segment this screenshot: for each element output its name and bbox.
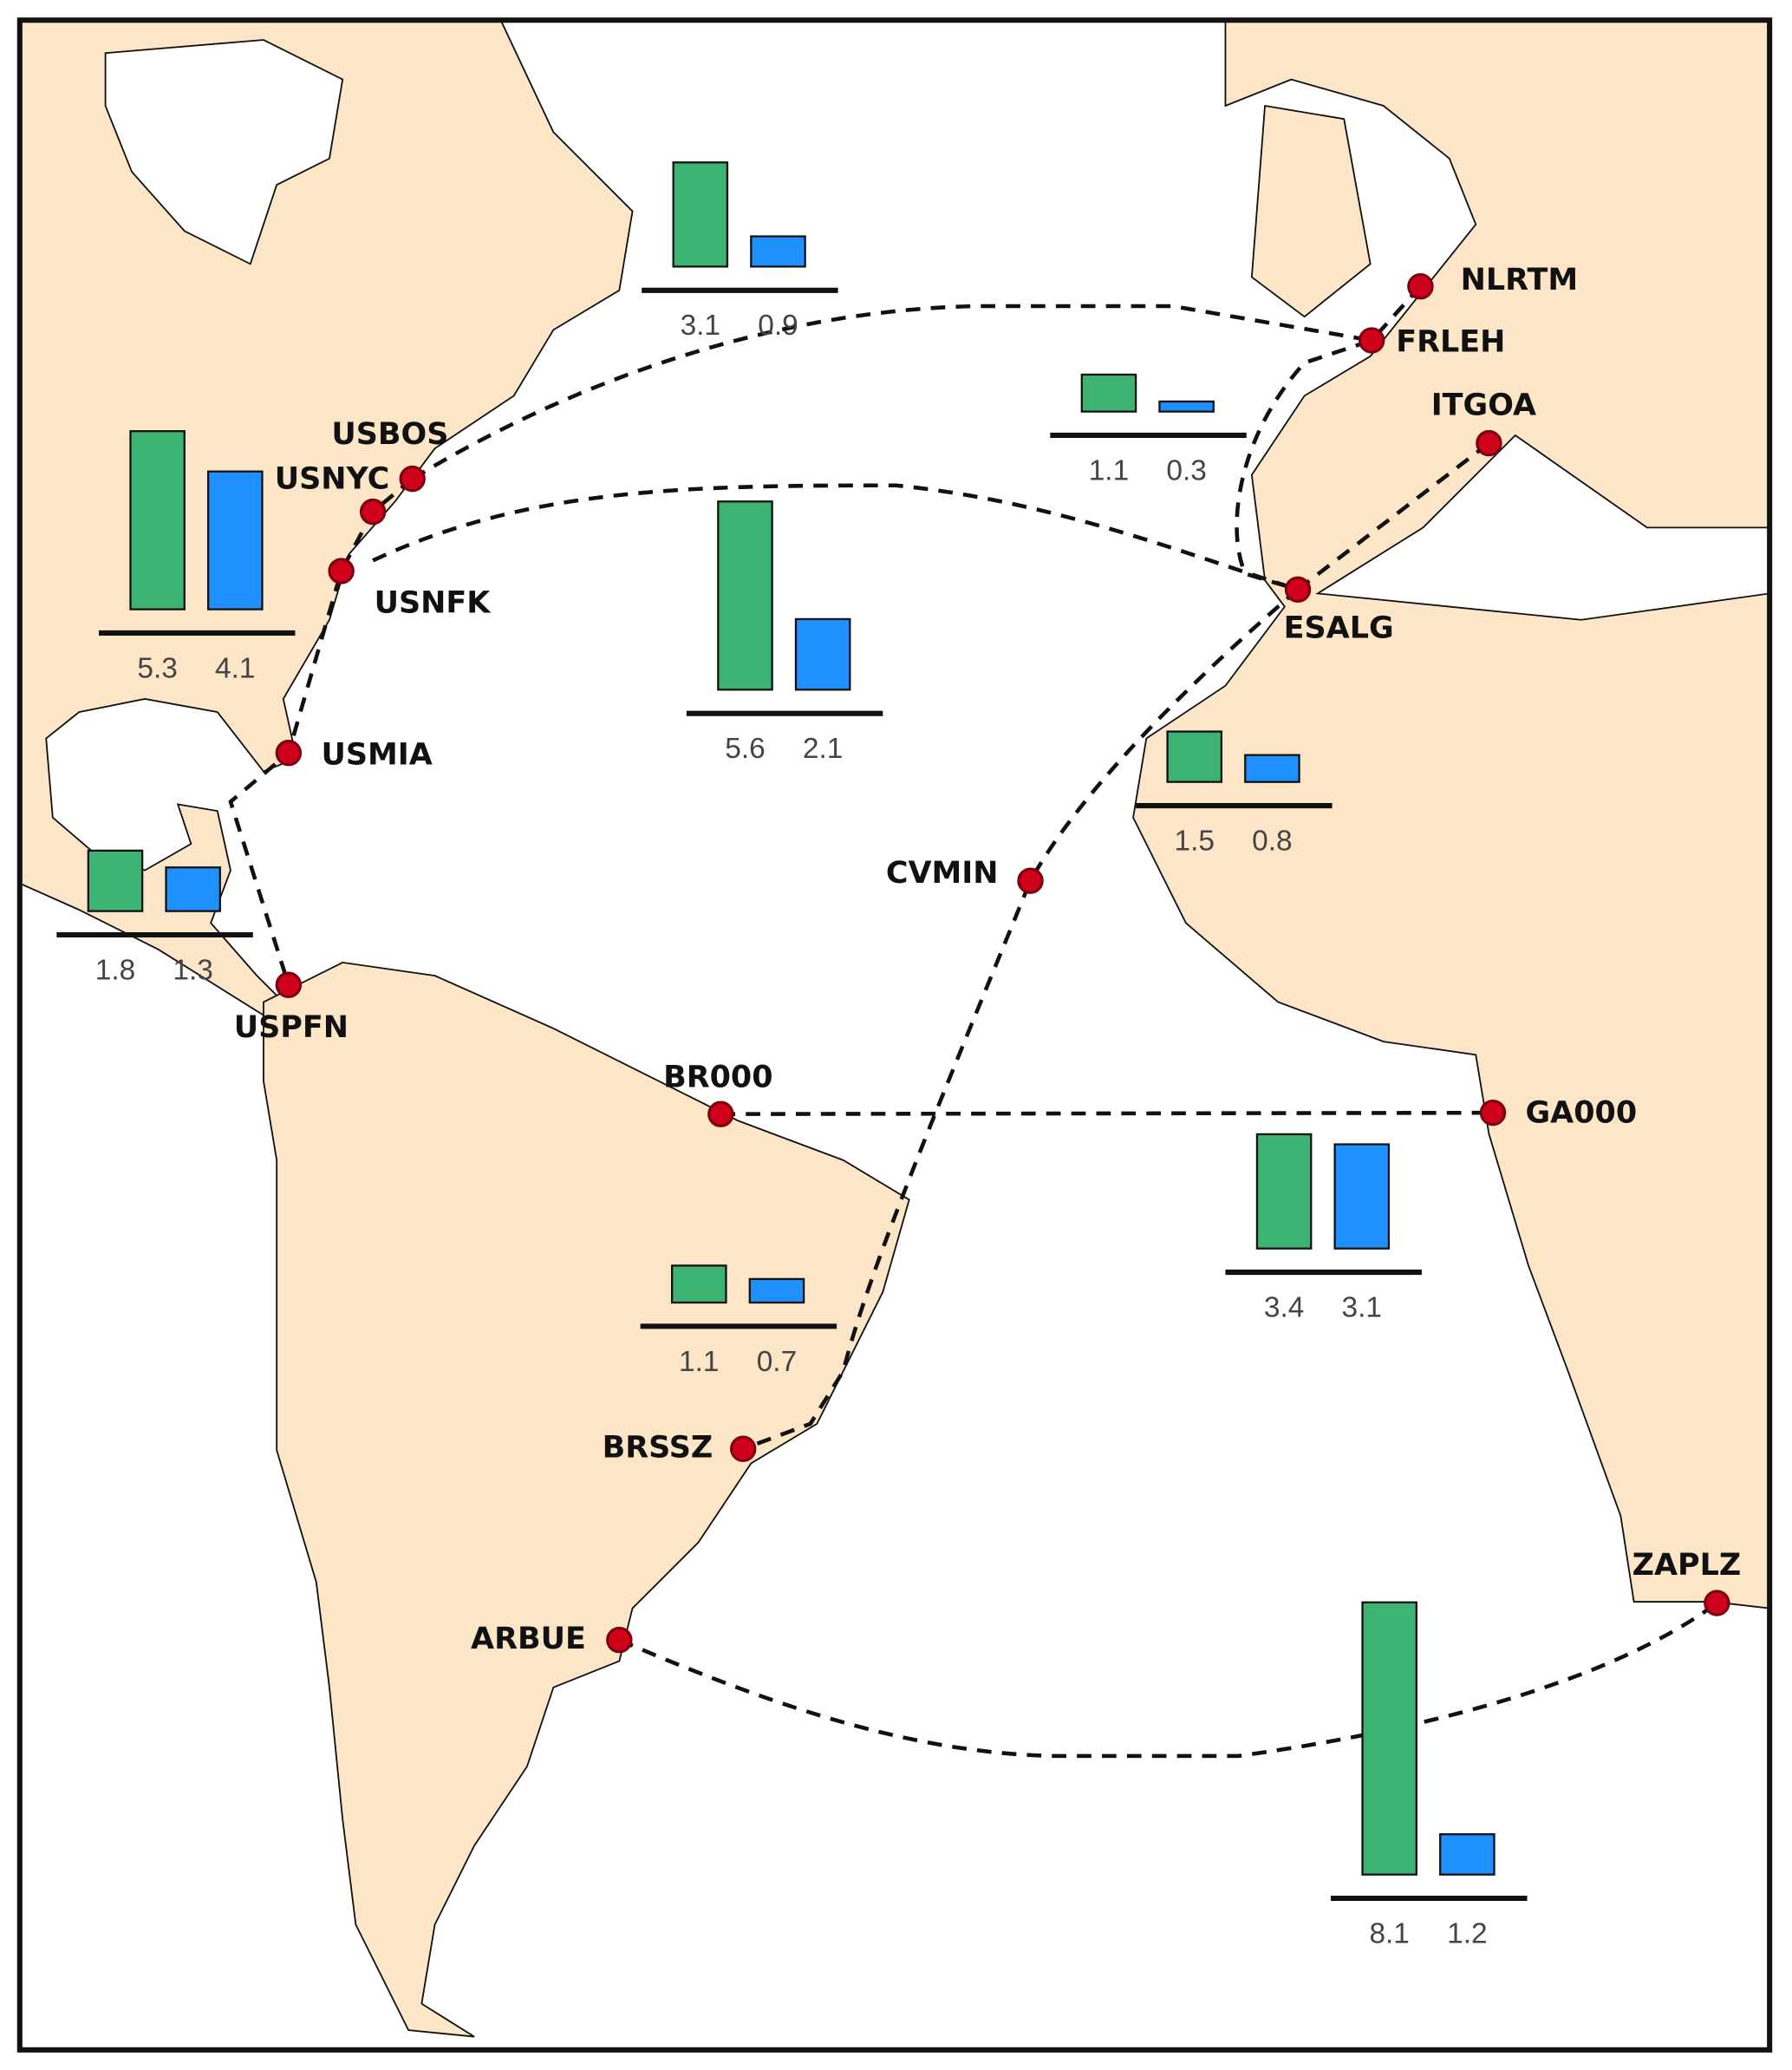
port-marker — [1358, 327, 1385, 354]
value-label: 0.3 — [1166, 454, 1206, 486]
bar — [1255, 1133, 1313, 1250]
land — [18, 19, 1771, 2038]
bar — [1439, 1832, 1496, 1876]
value-label: 1.1 — [1089, 454, 1129, 486]
value-label: 3.1 — [681, 310, 720, 342]
bar — [1166, 730, 1223, 783]
south-america — [263, 961, 910, 2038]
port-label: USMIA — [322, 737, 433, 772]
value-label: 4.1 — [215, 652, 255, 684]
port-label: ITGOA — [1431, 389, 1536, 423]
port-label: BR000 — [663, 1061, 772, 1095]
value-label: 1.8 — [95, 954, 135, 986]
port-marker — [399, 465, 426, 493]
route — [411, 304, 1372, 481]
port-label: ESALG — [1284, 611, 1394, 645]
value-label: 2.1 — [803, 733, 843, 765]
port-marker — [729, 1435, 757, 1462]
port-label: CVMIN — [886, 856, 999, 891]
bar — [87, 849, 144, 912]
port-marker — [275, 740, 303, 767]
value-label: 8.1 — [1369, 1917, 1409, 1949]
route — [618, 1601, 1718, 1759]
value-label: 1.2 — [1447, 1917, 1487, 1949]
value-label: 0.9 — [758, 310, 798, 342]
port-marker — [359, 498, 387, 526]
value-label: 1.1 — [679, 1346, 719, 1378]
british-isles — [1250, 104, 1372, 318]
bar — [1080, 373, 1137, 413]
bar — [1361, 1601, 1417, 1876]
port-label: USNYC — [275, 462, 389, 497]
value-label: 1.5 — [1175, 825, 1215, 857]
port-label: ZAPLZ — [1632, 1548, 1742, 1583]
bar — [1333, 1143, 1391, 1250]
port-marker — [1479, 1099, 1507, 1126]
port-marker — [1017, 867, 1044, 894]
bar — [748, 1277, 805, 1304]
bar — [165, 866, 221, 912]
port-marker — [1407, 273, 1434, 300]
north-america — [18, 19, 634, 1016]
route — [1235, 284, 1423, 591]
bar — [1158, 400, 1215, 413]
bar — [129, 430, 186, 611]
value-label: 3.4 — [1264, 1291, 1304, 1323]
route — [720, 1110, 1493, 1116]
bar — [206, 470, 264, 611]
bar — [717, 500, 773, 691]
value-label: 3.1 — [1342, 1291, 1382, 1323]
port-marker — [328, 558, 355, 584]
port-label: USNFK — [375, 586, 492, 621]
bar — [672, 161, 729, 268]
frame — [16, 17, 1773, 2053]
port-label: FRLEH — [1396, 325, 1505, 360]
port-marker — [1704, 1590, 1730, 1616]
route — [228, 477, 414, 986]
bar — [1244, 754, 1300, 783]
value-label: 1.3 — [173, 954, 212, 986]
bar — [670, 1264, 727, 1304]
value-label: 5.3 — [137, 652, 177, 684]
value-label: 5.6 — [725, 733, 765, 765]
port-label: GA000 — [1525, 1096, 1637, 1131]
port-label: USBOS — [331, 417, 448, 452]
value-label: 0.8 — [1252, 825, 1292, 857]
port-marker — [275, 971, 303, 998]
route — [742, 588, 1300, 1451]
port-label: NLRTM — [1461, 263, 1578, 297]
bar — [794, 617, 851, 691]
port-marker — [707, 1100, 734, 1127]
value-label: 0.7 — [757, 1346, 797, 1378]
port-marker — [1476, 429, 1502, 457]
hudson-bay — [104, 39, 344, 265]
route — [1296, 441, 1490, 591]
port-marker — [1284, 576, 1312, 603]
bar — [750, 235, 806, 268]
port-label: USPFN — [234, 1010, 349, 1045]
port-label: ARBUE — [471, 1622, 586, 1656]
europe-africa — [1132, 19, 1771, 1610]
port-marker — [606, 1626, 633, 1654]
port-label: BRSSZ — [603, 1431, 714, 1466]
routes — [228, 284, 1718, 1759]
